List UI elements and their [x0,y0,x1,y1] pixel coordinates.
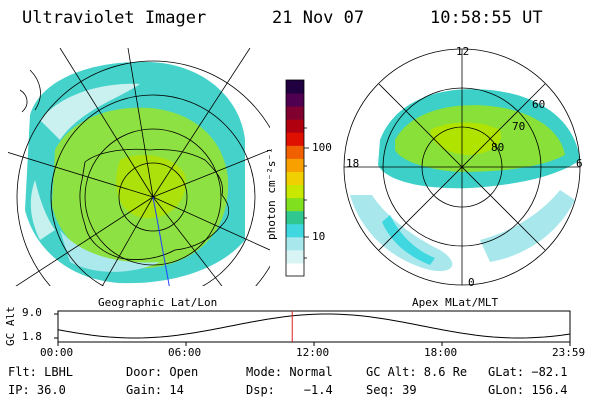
colorbar-unit-label: photon cm⁻²s⁻¹ [265,147,278,240]
timeline-ytick-max: 9.0 [22,306,42,319]
right-map-caption: Apex MLat/MLT [412,296,499,309]
lat-circles [16,60,270,286]
timeline-xtick-2: 12:00 [296,346,330,359]
mlt-label-0: 0 [468,276,475,289]
info-glat: GLat: −82.1 [488,365,568,379]
info-glon: GLon: 156.4 [488,383,568,397]
mlt-label-18: 18 [346,157,360,170]
magnetic-map [343,48,581,286]
info-dsp: Dsp: −1.4 [246,383,333,397]
colorbar-segment [286,184,304,199]
instrument-title: Ultraviolet Imager [22,8,207,28]
mlat-label-60: 60 [532,98,546,111]
colorbar-segment [286,80,304,94]
timeline-ytick-min: 1.8 [22,330,42,343]
colorbar-segment [286,197,304,212]
timeline-axis-label: GC Alt [4,306,17,346]
timeline-xtick-3: 18:00 [424,346,458,359]
info-gain: Gain: 14 [126,383,184,397]
timeline-xtick-0: 00:00 [40,346,74,359]
right-aurora-emission [350,89,580,272]
timeline-xtick-4: 23:59 [552,346,586,359]
colorbar-tick-10: 10 [312,230,326,243]
colorbar-tick-100: 100 [312,141,332,154]
date-label: 21 Nov 07 [272,8,365,28]
mlt-label-6: 6 [576,157,583,170]
mlat-label-80: 80 [491,141,505,154]
coastline [79,148,230,260]
colorbar-segment [286,93,304,107]
info-door: Door: Open [126,365,199,379]
colorbar-segment [286,132,304,146]
colorbar-segment [286,158,304,172]
colorbar [286,80,304,277]
colorbar-segment [286,119,304,133]
mlat-label-70: 70 [512,120,526,133]
timeline-xtick-1: 06:00 [168,346,202,359]
info-ip: IP: 36.0 [8,383,66,397]
colorbar-segment [286,236,304,251]
colorbar-segment [286,210,304,225]
mlt-lines [344,49,580,285]
colorbar-segment [286,145,304,159]
lon-lines [8,48,270,286]
mlt-label-12: 12 [456,45,470,58]
info-filter: Flt: LBHL [8,365,74,379]
info-gc-alt: GC Alt: 8.6 Re [366,365,468,379]
colorbar-segment [286,171,304,186]
colorbar-segment [286,262,304,277]
geographic-map [8,48,270,286]
info-mode: Mode: Normal [246,365,333,379]
colorbar-segment [286,106,304,120]
timeline-plot [54,310,571,346]
time-label: 10:58:55 UT [430,8,543,28]
left-aurora-emission [25,61,245,284]
info-seq: Seq: 39 [366,383,417,397]
colorbar-segment [286,249,304,264]
colorbar-segment [286,223,304,238]
left-map-caption: Geographic Lat/Lon [98,296,218,309]
